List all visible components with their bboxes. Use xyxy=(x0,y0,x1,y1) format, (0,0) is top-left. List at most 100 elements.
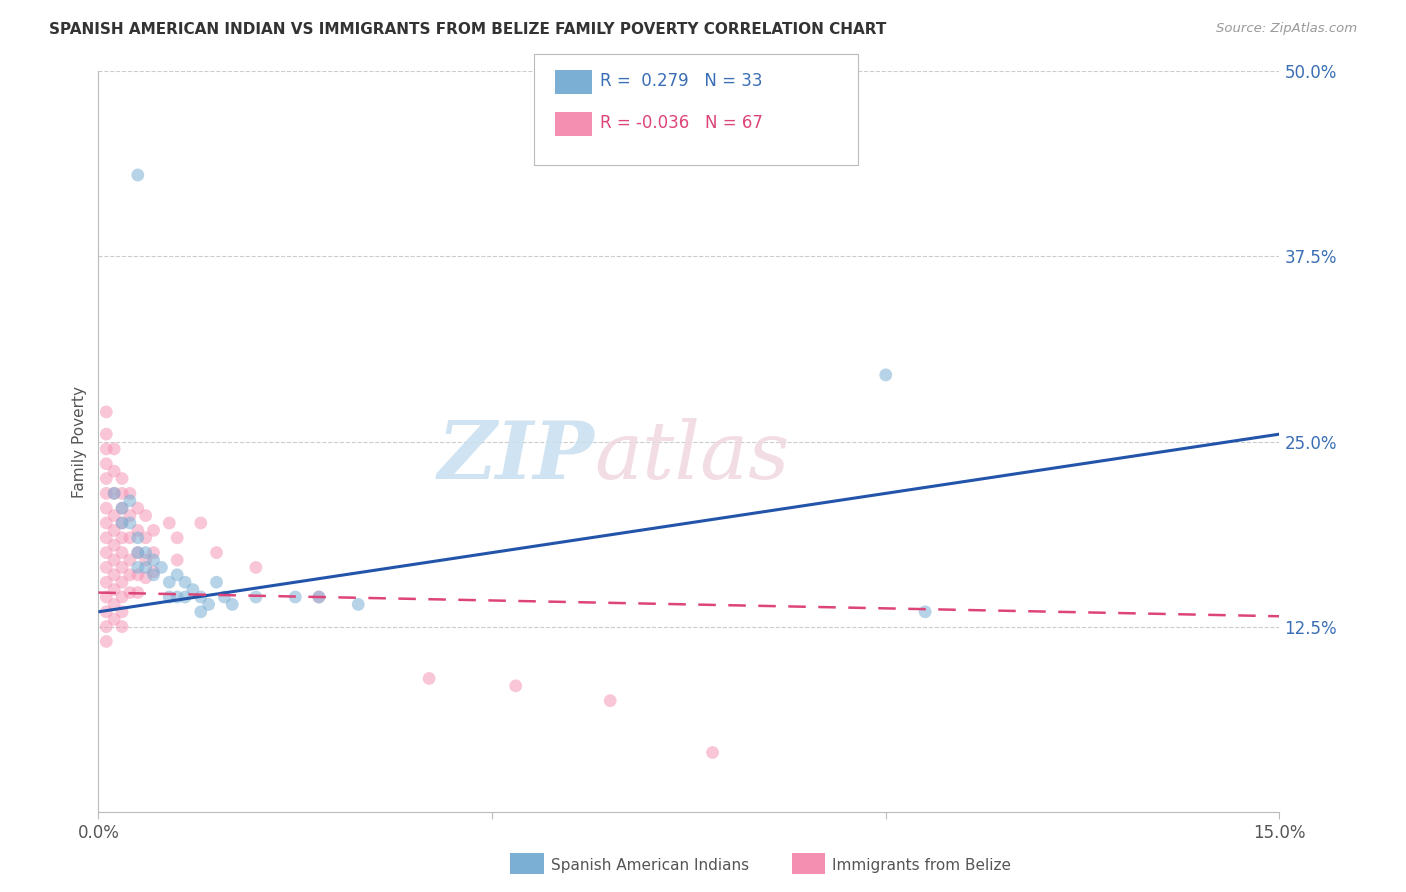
Point xyxy=(103,598,125,612)
Point xyxy=(142,524,165,538)
Point xyxy=(157,516,180,530)
Point xyxy=(103,486,125,500)
Point xyxy=(221,598,243,612)
Point xyxy=(118,585,141,599)
Point xyxy=(96,619,118,633)
Point xyxy=(96,560,118,574)
Point xyxy=(118,486,141,500)
Y-axis label: Family Poverty: Family Poverty xyxy=(72,385,87,498)
Point xyxy=(118,516,141,530)
Point xyxy=(96,427,118,442)
Point xyxy=(190,590,212,604)
Point xyxy=(118,508,141,523)
Point xyxy=(245,590,267,604)
Point xyxy=(96,457,118,471)
Point xyxy=(127,168,149,182)
Point xyxy=(150,560,173,574)
Point xyxy=(103,538,125,552)
Point xyxy=(96,405,118,419)
Point xyxy=(96,501,118,516)
Point xyxy=(157,575,180,590)
Point xyxy=(103,582,125,597)
Point xyxy=(103,464,125,478)
Point xyxy=(142,565,165,579)
Point xyxy=(96,605,118,619)
Text: ZIP: ZIP xyxy=(437,417,595,495)
Point xyxy=(418,672,440,686)
Point xyxy=(111,575,134,590)
Point xyxy=(111,605,134,619)
Point xyxy=(127,546,149,560)
Point xyxy=(96,634,118,648)
Point xyxy=(96,486,118,500)
Point xyxy=(308,590,330,604)
Point xyxy=(190,605,212,619)
Point xyxy=(599,694,621,708)
Point xyxy=(127,524,149,538)
Point xyxy=(135,508,157,523)
Point xyxy=(103,524,125,538)
Point xyxy=(284,590,307,604)
Point xyxy=(197,598,219,612)
Point xyxy=(103,486,125,500)
Point xyxy=(142,553,165,567)
Point xyxy=(118,493,141,508)
Point xyxy=(166,567,188,582)
Point xyxy=(111,546,134,560)
Point xyxy=(127,546,149,560)
Text: SPANISH AMERICAN INDIAN VS IMMIGRANTS FROM BELIZE FAMILY POVERTY CORRELATION CHA: SPANISH AMERICAN INDIAN VS IMMIGRANTS FR… xyxy=(49,22,887,37)
Point xyxy=(157,590,180,604)
Text: Source: ZipAtlas.com: Source: ZipAtlas.com xyxy=(1216,22,1357,36)
Point xyxy=(181,582,204,597)
Point xyxy=(205,575,228,590)
Point xyxy=(96,471,118,485)
Point xyxy=(127,531,149,545)
Point xyxy=(103,508,125,523)
Text: R =  0.279   N = 33: R = 0.279 N = 33 xyxy=(600,72,763,90)
Point xyxy=(111,560,134,574)
Point xyxy=(127,560,149,574)
Point xyxy=(96,546,118,560)
Text: atlas: atlas xyxy=(595,417,790,495)
Point xyxy=(142,567,165,582)
Point xyxy=(96,575,118,590)
Point xyxy=(135,531,157,545)
Point xyxy=(190,516,212,530)
Point xyxy=(135,546,157,560)
Point xyxy=(111,516,134,530)
Point xyxy=(96,516,118,530)
Point xyxy=(118,567,141,582)
Point xyxy=(111,471,134,485)
Point xyxy=(103,442,125,456)
Point xyxy=(96,590,118,604)
Point xyxy=(205,546,228,560)
Point xyxy=(111,501,134,516)
Point xyxy=(875,368,897,382)
Point xyxy=(111,486,134,500)
Text: R = -0.036   N = 67: R = -0.036 N = 67 xyxy=(600,114,763,132)
Point xyxy=(914,605,936,619)
Point xyxy=(111,590,134,604)
Point xyxy=(118,553,141,567)
Text: Immigrants from Belize: Immigrants from Belize xyxy=(832,858,1011,872)
Point xyxy=(111,531,134,545)
Point xyxy=(308,590,330,604)
Text: Spanish American Indians: Spanish American Indians xyxy=(551,858,749,872)
Point xyxy=(127,585,149,599)
Point xyxy=(135,560,157,574)
Point xyxy=(111,619,134,633)
Point xyxy=(111,501,134,516)
Point xyxy=(174,590,197,604)
Point xyxy=(135,571,157,585)
Point xyxy=(135,553,157,567)
Point xyxy=(103,567,125,582)
Point xyxy=(505,679,527,693)
Point xyxy=(166,590,188,604)
Point xyxy=(214,590,236,604)
Point xyxy=(174,575,197,590)
Point xyxy=(142,546,165,560)
Point xyxy=(103,612,125,626)
Point xyxy=(245,560,267,574)
Point xyxy=(127,567,149,582)
Point xyxy=(166,553,188,567)
